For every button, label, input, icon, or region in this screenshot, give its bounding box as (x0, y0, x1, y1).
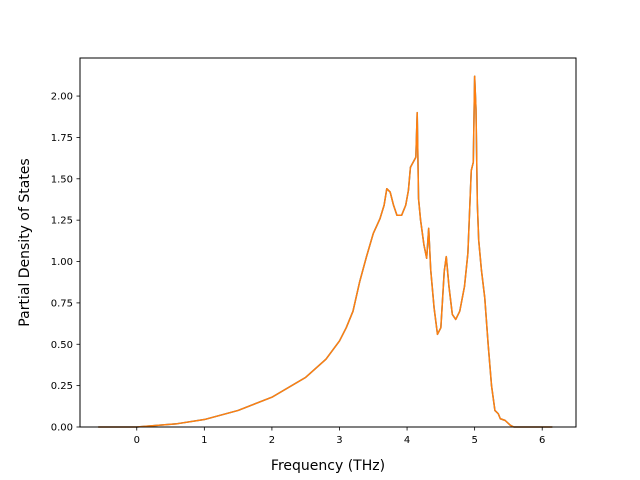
y-tick-label: 1.25 (51, 216, 73, 227)
x-tick-label: 1 (201, 435, 207, 446)
x-tick-label: 4 (404, 435, 410, 446)
y-tick-label: 0.25 (51, 381, 73, 392)
y-tick-label: 1.00 (51, 257, 73, 268)
y-tick-label: 2.00 (51, 92, 73, 103)
y-tick-label: 1.75 (51, 133, 73, 144)
y-axis-label: Partial Density of States (17, 158, 33, 326)
x-tick-label: 3 (336, 435, 342, 446)
y-tick-label: 1.50 (51, 174, 73, 185)
y-tick-label: 0.50 (51, 340, 73, 351)
x-tick-label: 0 (134, 435, 140, 446)
x-axis-label: Frequency (THz) (271, 458, 385, 474)
series-line-2 (98, 75, 553, 428)
y-axis-ticks: 0.00 0.25 0.50 0.75 1.00 1.25 1.50 1.75 2.00 (51, 92, 80, 434)
plot-frame (79, 57, 577, 428)
x-tick-label: 2 (269, 435, 275, 446)
x-tick-label: 6 (539, 435, 545, 446)
y-tick-label: 0.00 (51, 423, 73, 434)
x-tick-label: 5 (471, 435, 477, 446)
x-axis-ticks: 0 1 2 3 4 5 6 (134, 427, 545, 446)
series-layer (98, 75, 553, 428)
y-tick-label: 0.75 (51, 298, 73, 309)
